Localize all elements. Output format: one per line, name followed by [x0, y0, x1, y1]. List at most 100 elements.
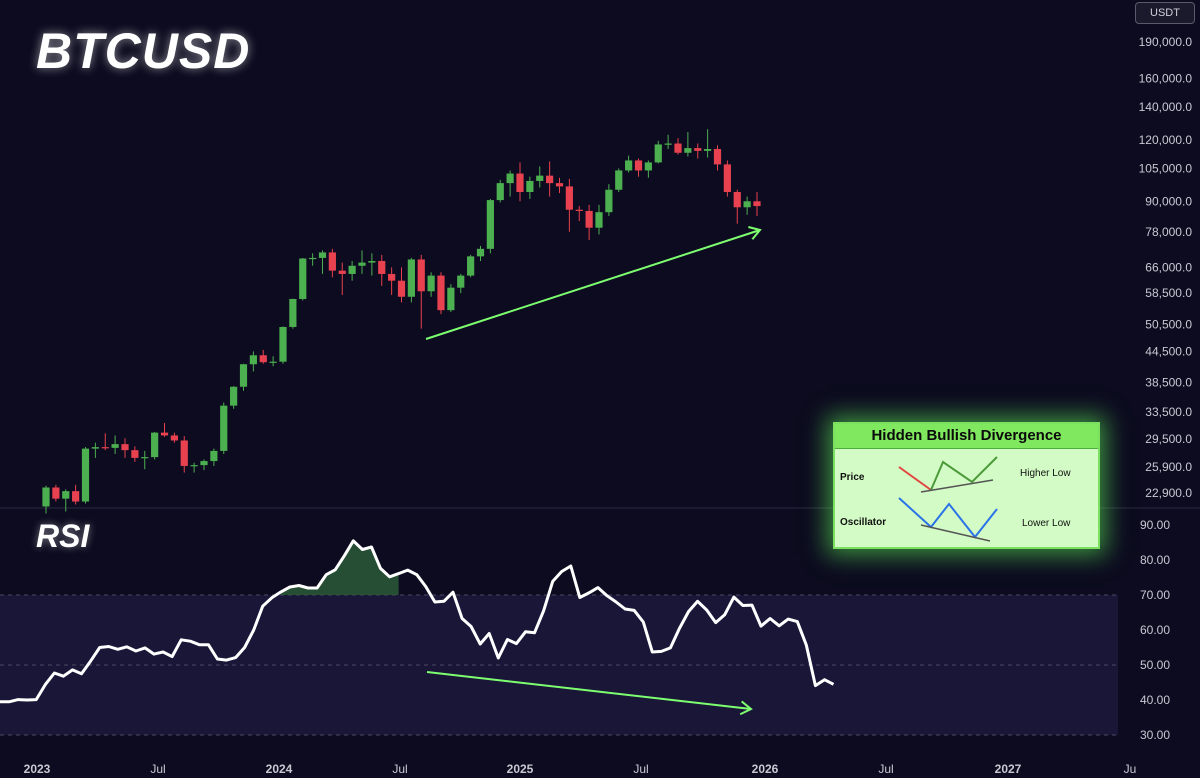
- candle-down: [417, 259, 425, 292]
- candle-up: [486, 200, 494, 249]
- legend-osc-trendline-icon: [920, 524, 991, 542]
- legend-row-osc-note: Lower Low: [1022, 518, 1071, 529]
- candle-up: [457, 275, 465, 288]
- price-axis-label: 78,000.0: [1145, 225, 1192, 239]
- candle-down: [713, 149, 722, 165]
- price-higher-low-arrow-shaft: [425, 229, 761, 340]
- candle-down: [694, 148, 702, 151]
- rsi-axis-label: 70.00: [1140, 588, 1170, 602]
- candle-up: [625, 160, 633, 171]
- time-axis-label: Jul: [150, 762, 165, 776]
- candle-down: [388, 273, 396, 281]
- candle-up: [111, 444, 119, 448]
- candle-up: [664, 143, 672, 145]
- time-axis: 2023 Jul 2024 Jul 2025 Jul 2026 Jul 2027 Ju: [24, 762, 1137, 776]
- time-axis-label: 2026: [752, 762, 779, 776]
- candle-up: [239, 364, 248, 387]
- candle-up: [42, 487, 50, 507]
- candle-down: [555, 183, 564, 187]
- rsi-line: [0, 539, 835, 704]
- candle-up: [654, 144, 662, 163]
- price-higher-low-arrow-head: [748, 226, 762, 240]
- candle-up: [62, 491, 70, 499]
- price-axis-label: 140,000.0: [1139, 100, 1193, 114]
- rsi-axis-label: 60.00: [1140, 623, 1170, 637]
- candle-up: [279, 326, 287, 362]
- time-axis-label: 2023: [24, 762, 51, 776]
- candle-up: [605, 189, 613, 213]
- rsi-band-layer: [0, 595, 1118, 735]
- candle-up: [358, 262, 366, 266]
- rsi-band-fill: [0, 595, 1118, 735]
- price-axis-label: 90,000.0: [1145, 194, 1192, 208]
- candle-up: [348, 265, 356, 274]
- price-axis-label: 190,000.0: [1139, 35, 1193, 49]
- candle-up: [536, 175, 544, 181]
- legend-price-trendline-icon: [920, 479, 994, 493]
- candle-down: [121, 444, 129, 451]
- rsi-lower-low-arrow-head: [739, 700, 753, 716]
- legend-row-price-note: Higher Low: [1020, 468, 1071, 479]
- price-axis-label: 44,500.0: [1145, 344, 1192, 358]
- legend-row-osc-label: Oscillator: [840, 517, 887, 528]
- time-axis-label: Ju: [1124, 762, 1137, 776]
- candle-up: [249, 355, 257, 365]
- candle-up: [141, 457, 149, 459]
- candle-down: [328, 252, 336, 271]
- divergence-legend: Hidden Bullish Divergence Price Higher L…: [833, 422, 1100, 549]
- candle-up: [210, 450, 218, 462]
- candle-down: [516, 173, 524, 192]
- candle-down: [546, 175, 554, 184]
- rsi-overbought-fill: [280, 540, 399, 595]
- candle-down: [565, 186, 573, 210]
- candle-down: [753, 201, 761, 207]
- rsi-axis-label: 40.00: [1140, 693, 1170, 707]
- candle-down: [585, 210, 593, 228]
- legend-osc-blue-icon: [898, 497, 998, 539]
- candle-up: [190, 465, 198, 467]
- candle-up: [269, 361, 277, 363]
- candle-down: [437, 275, 445, 311]
- time-axis-label: Jul: [878, 762, 893, 776]
- candle-up: [476, 248, 485, 257]
- candle-up: [595, 212, 603, 228]
- candle-up: [200, 461, 208, 466]
- candle-down: [397, 280, 406, 297]
- price-axis-label: 160,000.0: [1139, 72, 1193, 86]
- rsi-lower-low-arrow-shaft: [426, 671, 752, 710]
- candles-layer: [42, 129, 761, 514]
- rsi-axis-label: 80.00: [1140, 553, 1170, 567]
- rsi-axis-label: 30.00: [1140, 728, 1170, 742]
- rsi-axis-label: 50.00: [1140, 658, 1170, 672]
- candle-up: [289, 299, 297, 327]
- currency-badge[interactable]: USDT: [1135, 2, 1195, 24]
- candle-down: [378, 261, 386, 274]
- candle-up: [704, 149, 712, 151]
- candle-up: [299, 258, 307, 300]
- candle-up: [743, 201, 751, 208]
- candle-up: [506, 173, 514, 184]
- time-axis-label: Jul: [633, 762, 648, 776]
- rsi-axis: 90.00 80.00 70.00 60.00 50.00 40.00 30.00: [1140, 518, 1170, 742]
- price-axis-label: 38,500.0: [1145, 375, 1192, 389]
- candle-up: [368, 261, 376, 263]
- time-axis-label: 2027: [995, 762, 1022, 776]
- divergence-arrows-layer: [425, 226, 762, 716]
- candle-up: [230, 386, 238, 406]
- candle-down: [52, 487, 60, 499]
- candle-up: [91, 447, 99, 449]
- candle-down: [131, 450, 139, 458]
- legend-price-red-icon: [898, 466, 932, 491]
- candle-up: [81, 448, 90, 502]
- candle-down: [259, 355, 267, 363]
- candle-down: [674, 143, 682, 153]
- price-axis-label: 22,900.0: [1145, 486, 1192, 500]
- time-axis-label: Jul: [392, 762, 407, 776]
- candle-down: [723, 164, 731, 192]
- time-axis-label: 2025: [507, 762, 534, 776]
- price-axis-label: 25,900.0: [1145, 460, 1192, 474]
- legend-diagram: [898, 456, 998, 542]
- legend-price-green-icon: [930, 456, 998, 491]
- candle-down: [72, 491, 80, 502]
